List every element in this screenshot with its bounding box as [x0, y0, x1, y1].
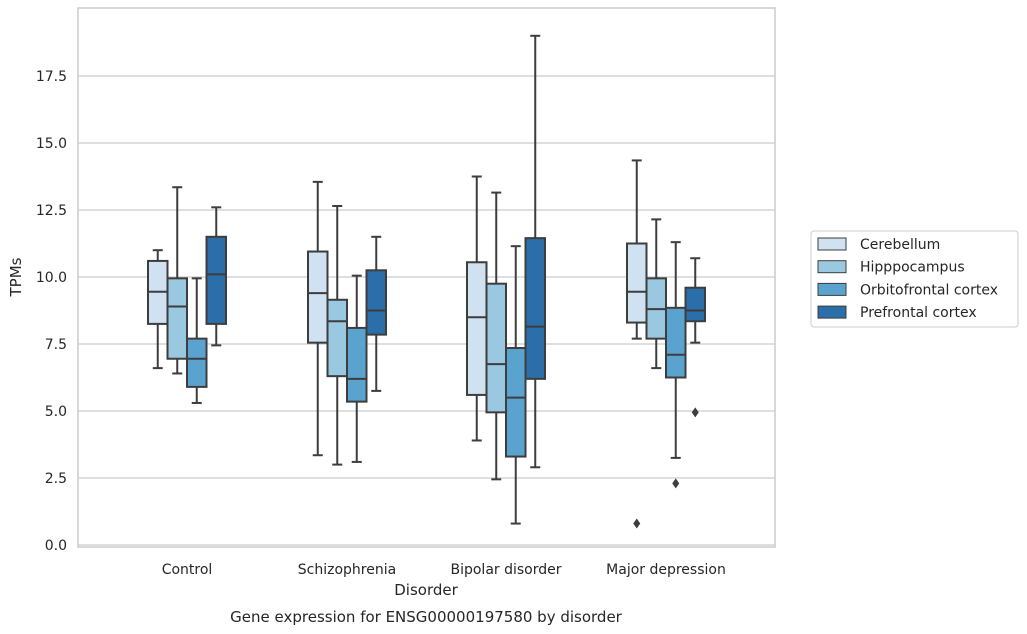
box-hipppocampus	[645, 218, 667, 370]
box-cerebellum	[466, 175, 488, 442]
x-axis-label: Disorder	[394, 581, 458, 599]
box-orbitofrontal-cortex	[186, 277, 208, 404]
legend-swatch	[817, 305, 847, 319]
box-iqr	[466, 261, 488, 396]
box-iqr	[665, 306, 687, 379]
legend-swatch	[817, 237, 847, 251]
outlier-point	[691, 407, 699, 418]
box-prefrontal-cortex	[684, 257, 706, 418]
y-tick-labels: 0.0 2.5 5.0 7.5 10.0 12.5 15.0 17.5	[36, 69, 67, 554]
box-orbitofrontal-cortex	[665, 241, 687, 489]
y-tick-label: 17.5	[36, 69, 67, 85]
boxes	[147, 34, 706, 529]
box-iqr	[626, 242, 648, 324]
box-cerebellum	[307, 180, 329, 457]
box-iqr	[524, 237, 546, 380]
legend-label: Hipppocampus	[860, 260, 965, 276]
y-tick-label: 5.0	[45, 404, 67, 420]
box-orbitofrontal-cortex	[346, 274, 368, 463]
box-iqr	[365, 269, 387, 336]
box-iqr	[505, 347, 527, 458]
x-tick-label: Control	[162, 562, 213, 578]
box-orbitofrontal-cortex	[505, 245, 527, 525]
figure-caption: Gene expression for ENSG00000197580 by d…	[230, 608, 623, 626]
box-iqr	[346, 326, 368, 403]
box-hipppocampus	[485, 191, 507, 481]
legend-swatch	[817, 260, 847, 274]
box-hipppocampus	[166, 186, 188, 375]
y-tick-label: 12.5	[36, 203, 67, 219]
plot-frame	[77, 7, 776, 548]
box-iqr	[205, 235, 227, 325]
box-iqr	[485, 282, 507, 414]
x-tick-labels: Control Schizophrenia Bipolar disorder Majo…	[162, 562, 726, 578]
box-hipppocampus	[326, 204, 348, 466]
legend-label: Orbitofrontal cortex	[860, 282, 998, 298]
y-tick-label: 15.0	[36, 136, 67, 152]
y-tick-label: 7.5	[45, 337, 67, 353]
box-cerebellum	[626, 159, 648, 529]
box-cerebellum	[147, 249, 169, 370]
box-iqr	[326, 298, 348, 378]
x-tick-label: Major depression	[606, 562, 726, 578]
box-prefrontal-cortex	[205, 206, 227, 347]
y-tick-label: 2.5	[45, 471, 67, 487]
legend-frame	[810, 230, 1019, 328]
x-tick-label: Bipolar disorder	[450, 562, 561, 578]
x-tick-label: Schizophrenia	[298, 562, 396, 578]
legend: Cerebellum Hipppocampus Orbitofrontal cort…	[810, 230, 1019, 328]
legend-label: Cerebellum	[860, 237, 940, 253]
box-iqr	[166, 277, 188, 360]
y-axis-label: TPMs	[7, 257, 25, 297]
box-iqr	[186, 337, 208, 388]
outlier-point	[672, 478, 680, 489]
box-prefrontal-cortex	[524, 34, 546, 469]
outlier-point	[633, 518, 641, 529]
legend-swatch	[817, 282, 847, 296]
box-iqr	[684, 286, 706, 323]
y-tick-label: 10.0	[36, 270, 67, 286]
legend-label: Prefrontal cortex	[860, 305, 977, 321]
box-prefrontal-cortex	[365, 235, 387, 392]
box-iqr	[307, 250, 329, 344]
y-tick-label: 0.0	[45, 538, 67, 554]
